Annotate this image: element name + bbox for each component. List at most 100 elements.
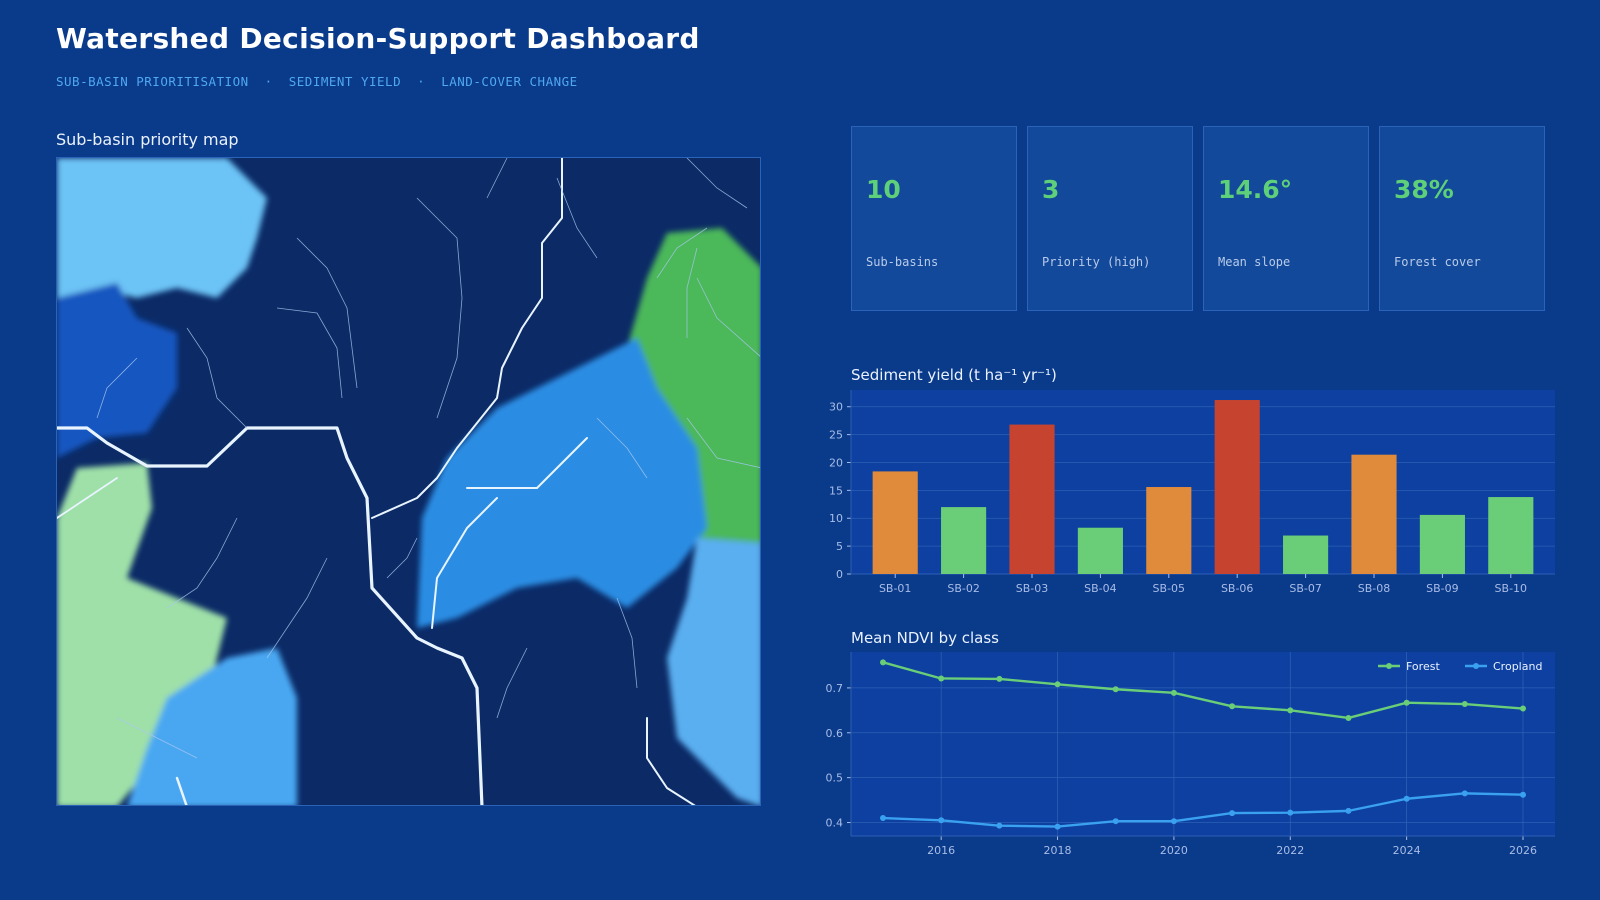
map-title: Sub-basin priority map [56,130,239,149]
data-point [996,675,1003,682]
ndvi-line-chart: 0.4 0.5 0.6 0.7 2016 2018 2020 2022 2024 2026 Fore… [826,652,1555,857]
y-tick-label: 0.7 [826,682,844,695]
data-point [996,822,1003,829]
y-tick-label: 0.5 [826,772,844,785]
stream [466,437,588,489]
page-title: Watershed Decision-Support Dashboard [56,22,700,55]
kpi-value: 3 [1042,175,1060,204]
y-tick-label: 20 [829,456,843,469]
main-stream [57,426,484,805]
sediment-yield-chart: 0 5 10 15 20 25 30 SB-01 SB-02 SB-03 SB-04 SB-05 SB-… [829,390,1555,595]
kpi-label: Priority (high) [1042,255,1151,269]
sediment-chart-title: Sediment yield (t ha⁻¹ yr⁻¹) [851,366,1057,384]
plot-area [851,652,1555,836]
y-tick-label: 0.6 [826,727,844,740]
x-tick-label: 2026 [1509,844,1537,857]
bar [1009,424,1055,574]
bar [1283,535,1329,574]
data-point [1345,714,1352,721]
bar [1077,527,1123,574]
x-tick-label: 2022 [1276,844,1304,857]
x-tick-label: 2018 [1044,844,1072,857]
x-tick-label: SB-05 [1153,582,1186,595]
kpi-card-priority-high: 3 Priority (high) [1027,126,1193,311]
series-line-cropland [882,792,1524,828]
data-point [1170,818,1177,825]
x-tick-label: SB-07 [1289,582,1322,595]
bar [1214,400,1260,574]
map-canvas [57,158,760,805]
page-subtitle: SUB-BASIN PRIORITISATION · SEDIMENT YIEL… [56,74,578,89]
legend-label: Cropland [1493,660,1542,673]
kpi-value: 38% [1394,175,1454,204]
x-tick-label: SB-03 [1016,582,1049,595]
data-point [1461,701,1468,708]
data-point [1229,703,1236,710]
y-tick-label: 10 [829,512,843,525]
kpi-label: Mean slope [1218,255,1291,269]
data-point [1287,707,1294,714]
data-point [1229,810,1236,817]
kpi-label: Sub-basins [866,255,939,269]
legend-label: Forest [1406,660,1440,673]
data-point [1461,790,1468,797]
legend-marker [1386,663,1392,669]
x-tick-label: SB-02 [947,582,980,595]
basin-region [127,648,297,805]
bar [872,471,918,574]
stream [431,497,498,629]
data-point [1170,689,1177,696]
tributaries [96,158,760,759]
y-tick-label: 15 [829,484,843,497]
basin-region [417,338,707,628]
kpi-value: 10 [866,175,901,204]
bar [1488,497,1534,574]
bar [1351,454,1397,574]
data-point [1112,686,1119,693]
y-tick-label: 0 [836,568,843,581]
data-point [1403,795,1410,802]
y-tick-label: 25 [829,429,843,442]
x-tick-label: 2024 [1393,844,1421,857]
kpi-card-mean-slope: 14.6° Mean slope [1203,126,1369,311]
data-point [938,675,945,682]
kpi-card-sub-basins: 10 Sub-basins [851,126,1017,311]
data-point [1054,823,1061,830]
bar [1146,487,1192,574]
basin-region [57,283,177,458]
basin-region [667,538,760,805]
bar [1419,514,1465,574]
data-point [1054,681,1061,688]
x-tick-label: SB-06 [1221,582,1254,595]
data-point [1520,791,1526,798]
bar [941,507,987,574]
x-tick-label: SB-08 [1358,582,1391,595]
x-tick-label: SB-10 [1495,582,1528,595]
kpi-value: 14.6° [1218,175,1293,204]
data-point [1345,807,1352,814]
x-tick-label: SB-09 [1426,582,1459,595]
data-point [1403,699,1410,706]
data-point [1287,809,1294,816]
basin-region [57,158,267,308]
data-point [1520,705,1526,712]
ndvi-chart-title: Mean NDVI by class [851,629,1000,647]
stream [175,776,188,805]
y-tick-label: 5 [836,540,843,553]
x-tick-label: SB-01 [879,582,912,595]
y-tick-label: 0.4 [826,817,844,830]
stream [371,158,563,519]
data-point [880,659,886,666]
kpi-label: Forest cover [1394,255,1481,269]
legend-marker [1473,663,1479,669]
stream [646,717,696,805]
x-tick-label: 2020 [1160,844,1188,857]
x-tick-label: SB-04 [1084,582,1117,595]
kpi-card-forest-cover: 38% Forest cover [1379,126,1545,311]
sub-basin-priority-map[interactable] [56,157,761,806]
series-line-forest [882,661,1524,720]
data-point [1112,818,1119,825]
data-point [938,817,945,824]
data-point [880,815,886,822]
stream [57,477,118,519]
